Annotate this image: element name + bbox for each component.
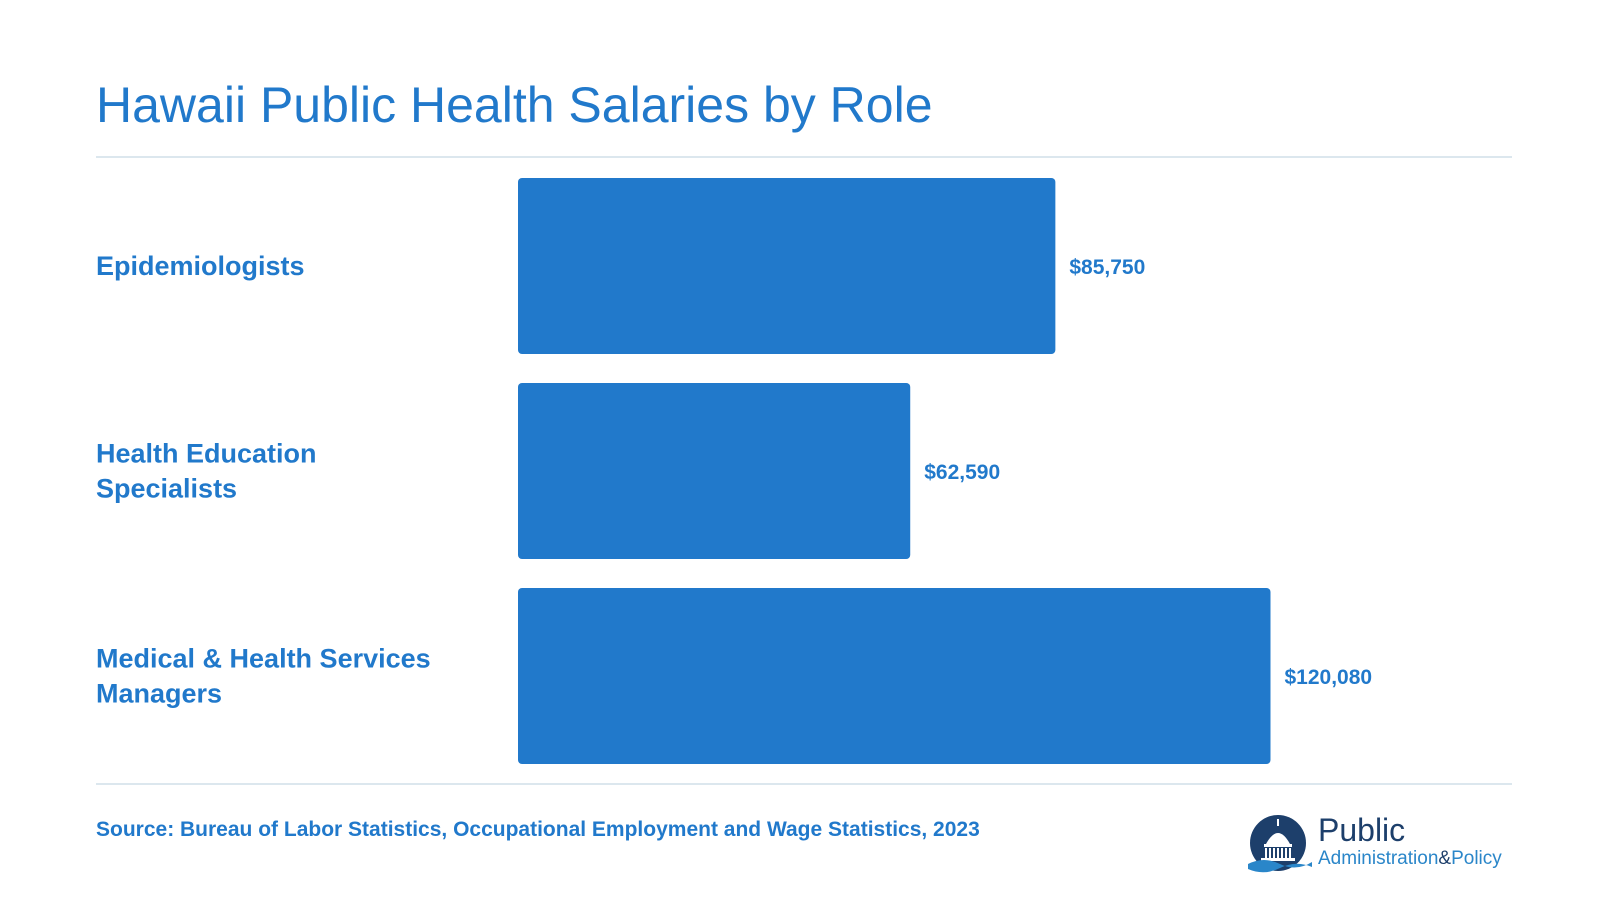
source-note: Source: Bureau of Labor Statistics, Occu… — [96, 818, 980, 841]
category-label: Health Education — [96, 439, 317, 469]
salary-bar — [518, 383, 911, 559]
category-label: Specialists — [96, 474, 237, 504]
value-label: $120,080 — [1285, 666, 1373, 689]
brand-logo: Public Administration&Policy — [1248, 812, 1518, 878]
page-title: Hawaii Public Health Salaries by Role — [96, 77, 933, 133]
logo-wordmark-line1: Public — [1318, 812, 1406, 848]
logo-word-policy: Policy — [1451, 848, 1502, 869]
logo-word-administration: Administration — [1318, 848, 1439, 869]
category-label: Managers — [96, 679, 222, 709]
salary-bar — [518, 178, 1056, 354]
category-label: Epidemiologists — [96, 251, 305, 281]
salary-bar — [518, 588, 1271, 764]
value-label: $85,750 — [1069, 256, 1145, 279]
bottom-divider — [96, 783, 1512, 785]
value-label: $62,590 — [924, 461, 1000, 484]
category-label: Medical & Health Services — [96, 644, 431, 674]
logo-wordmark-line2: Administration&Policy — [1318, 848, 1502, 870]
logo-ampersand: & — [1438, 848, 1452, 869]
capitol-dome-icon — [1248, 815, 1312, 873]
top-divider — [96, 156, 1512, 158]
